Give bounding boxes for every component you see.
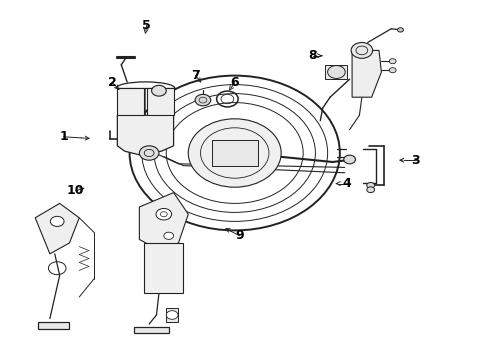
- Circle shape: [397, 28, 403, 32]
- Circle shape: [343, 155, 355, 164]
- Circle shape: [151, 85, 166, 96]
- Text: 9: 9: [235, 229, 244, 242]
- Circle shape: [366, 183, 374, 188]
- Circle shape: [366, 187, 374, 193]
- Polygon shape: [351, 50, 381, 97]
- Polygon shape: [134, 327, 168, 333]
- Polygon shape: [117, 88, 144, 115]
- Polygon shape: [139, 193, 188, 250]
- Circle shape: [163, 232, 173, 239]
- Circle shape: [195, 94, 210, 106]
- Circle shape: [156, 208, 171, 220]
- Polygon shape: [35, 203, 79, 254]
- Circle shape: [388, 68, 395, 73]
- Polygon shape: [144, 243, 183, 293]
- Circle shape: [139, 146, 159, 160]
- Text: 1: 1: [59, 130, 68, 143]
- Circle shape: [350, 42, 372, 58]
- Circle shape: [50, 216, 64, 226]
- Polygon shape: [146, 88, 173, 115]
- Text: 8: 8: [308, 49, 317, 62]
- Text: 6: 6: [230, 76, 239, 89]
- Polygon shape: [166, 308, 178, 322]
- Text: 3: 3: [410, 154, 419, 167]
- Polygon shape: [38, 322, 69, 329]
- Circle shape: [129, 76, 339, 230]
- Text: 2: 2: [108, 76, 117, 89]
- Circle shape: [188, 119, 281, 187]
- Polygon shape: [117, 115, 173, 155]
- FancyBboxPatch shape: [211, 140, 257, 166]
- Polygon shape: [325, 65, 346, 79]
- Circle shape: [166, 311, 178, 319]
- Circle shape: [327, 66, 345, 78]
- Text: 10: 10: [67, 184, 84, 197]
- Text: 5: 5: [142, 19, 151, 32]
- Text: 4: 4: [342, 177, 351, 190]
- Text: 7: 7: [191, 69, 200, 82]
- Circle shape: [388, 59, 395, 64]
